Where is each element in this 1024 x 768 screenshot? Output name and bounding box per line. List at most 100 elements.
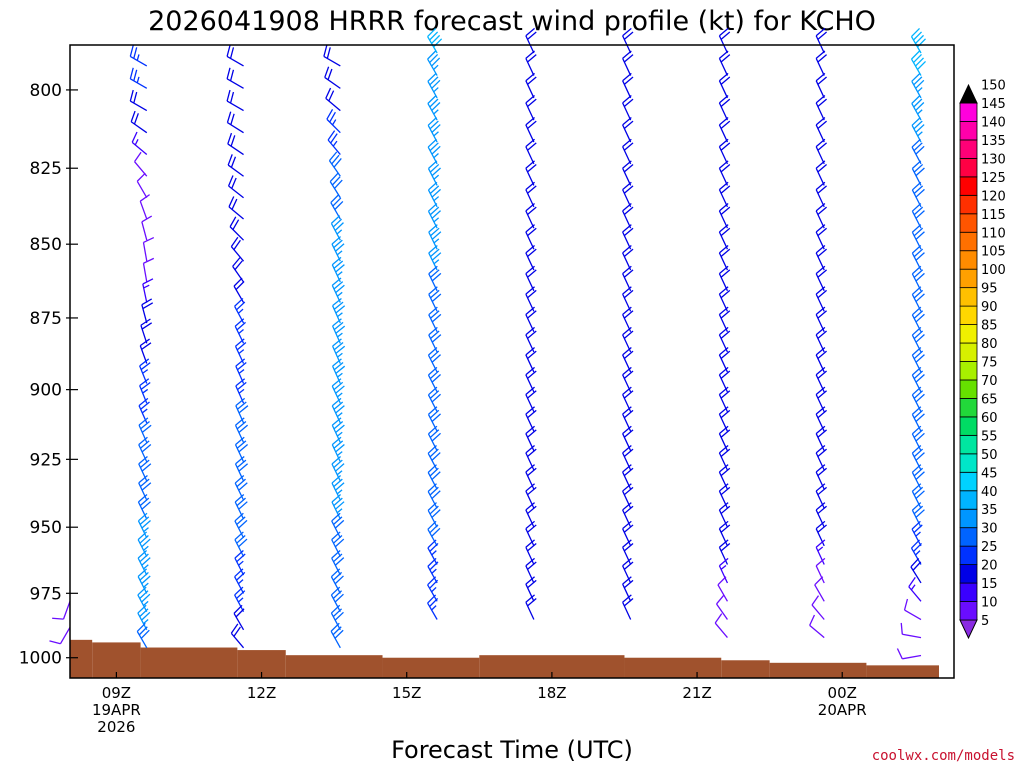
wind-barb (427, 594, 439, 620)
wind-barb (622, 576, 634, 602)
wind-barb (622, 160, 634, 186)
wind-barb (129, 45, 148, 67)
colorbar-label: 120 (981, 189, 1006, 204)
wind-barb (911, 464, 925, 490)
wind-barb (718, 520, 731, 547)
wind-barb (141, 215, 153, 241)
wind-barb (142, 278, 154, 303)
wind-barb (525, 181, 537, 208)
colorbar-swatch (959, 102, 978, 122)
wind-barb (525, 224, 537, 250)
wind-barb (622, 138, 634, 165)
wind-barb (815, 203, 828, 229)
wind-barb (911, 406, 925, 432)
wind-barb (718, 50, 731, 76)
y-tick-label: 1000 (19, 649, 62, 669)
x-axis-label: Forecast Time (UTC) (391, 736, 633, 764)
y-tick-label: 800 (30, 81, 62, 101)
wind-barb (330, 604, 344, 631)
wind-barb (911, 445, 925, 471)
wind-barb (815, 72, 828, 99)
wind-barb (226, 89, 244, 112)
wind-barb (525, 160, 537, 186)
wind-barb (230, 623, 245, 649)
wind-barb (331, 531, 345, 557)
colorbar-swatch (959, 250, 978, 270)
colorbar-label: 30 (981, 522, 998, 537)
wind-barb (811, 595, 825, 620)
wind-barb (331, 512, 345, 539)
wind-barb (427, 539, 439, 565)
wind-barb (716, 594, 728, 620)
colorbar-swatch (959, 601, 978, 621)
colorbar-swatch (959, 398, 978, 418)
colorbar-swatch (959, 121, 978, 141)
wind-barb (718, 445, 731, 471)
wind-barb (911, 138, 925, 165)
y-tick-label: 950 (30, 518, 62, 538)
wind-barb (234, 512, 248, 539)
wind-barb (137, 568, 151, 594)
wind-barb (427, 576, 439, 602)
wind-barb (427, 95, 441, 121)
colorbar-label: 40 (981, 485, 998, 500)
wind-barb (234, 531, 248, 557)
wind-barb (911, 386, 925, 413)
wind-barb (622, 72, 634, 99)
colorbar-label: 75 (981, 356, 998, 371)
wind-barb (427, 386, 441, 413)
wind-barb (911, 425, 925, 452)
credit-link[interactable]: coolwx.com/models (872, 748, 1015, 764)
wind-barb (234, 549, 246, 576)
wind-barb (815, 50, 828, 76)
wind-barb (332, 358, 346, 384)
wind-barb (142, 236, 155, 262)
wind-barb (815, 445, 828, 471)
colorbar-swatch (959, 268, 978, 289)
wind-barb (910, 558, 922, 584)
wind-barb (427, 138, 441, 165)
wind-barb (910, 50, 926, 76)
wind-barb (910, 539, 922, 565)
colorbar-label: 80 (981, 337, 998, 352)
wind-barb (234, 568, 246, 594)
wind-barb (427, 520, 441, 547)
colorbar-swatch (959, 545, 978, 566)
plot-area (70, 45, 954, 678)
wind-barb (230, 236, 245, 262)
wind-barb (327, 130, 341, 155)
colorbar-label: 125 (981, 171, 1006, 186)
colorbar-label: 15 (981, 577, 998, 592)
wind-barb (525, 483, 537, 509)
wind-barb (815, 520, 828, 547)
wind-barb (227, 154, 244, 177)
wind-barb (227, 175, 244, 199)
wind-barb (331, 549, 345, 576)
wind-barb (228, 196, 244, 220)
wind-barb (525, 445, 537, 471)
wind-barb (815, 160, 828, 186)
colorbar-label: 85 (981, 319, 998, 334)
wind-barb (911, 502, 925, 528)
wind-barb (139, 358, 151, 384)
x-tick-label: 12Z (247, 684, 276, 702)
wind-barb (227, 132, 244, 156)
colorbar-label: 140 (981, 115, 1006, 130)
colorbar-label: 95 (981, 282, 998, 297)
colorbar-label: 70 (981, 374, 998, 389)
colorbar-arrow-low (959, 619, 978, 640)
wind-barb (331, 494, 345, 520)
wind-barb (815, 464, 828, 490)
wind-barb (137, 494, 151, 520)
colorbar-swatch (959, 194, 978, 215)
wind-barb (718, 203, 731, 229)
terrain-block (382, 657, 480, 678)
x-tick-label: 20APR (818, 701, 867, 719)
wind-barb (622, 464, 634, 490)
wind-barb (622, 594, 634, 620)
terrain-block (721, 660, 770, 678)
wind-barb (718, 464, 731, 490)
x-tick-label: 2026 (97, 718, 135, 736)
wind-barb (234, 494, 248, 520)
colorbar-label: 115 (981, 208, 1006, 223)
